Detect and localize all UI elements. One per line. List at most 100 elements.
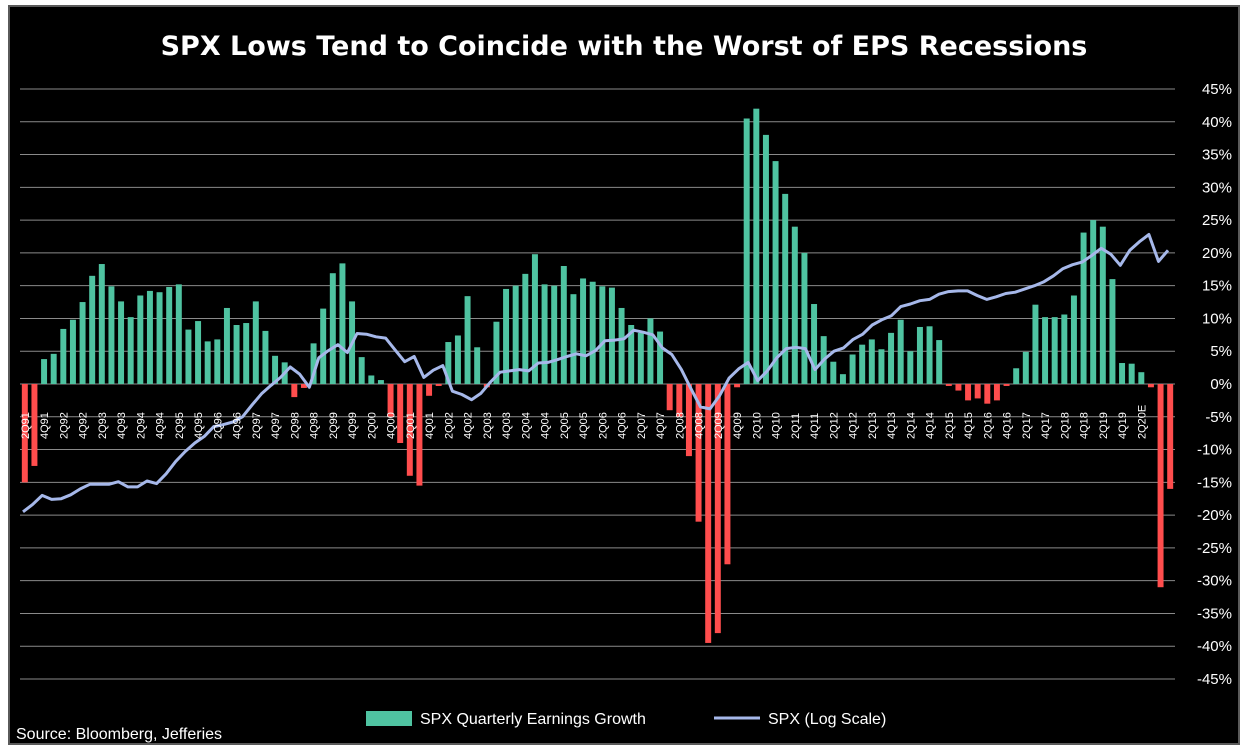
y-tick-label: 5% [1210, 343, 1232, 360]
bar [849, 354, 856, 384]
bar [1013, 368, 1020, 384]
x-tick-label: 4Q17 [1040, 412, 1052, 439]
bar [791, 226, 798, 384]
bar [945, 384, 952, 386]
bar [175, 284, 182, 384]
x-tick-label: 2Q93 [97, 412, 109, 439]
x-tick-label: 4Q18 [1079, 412, 1091, 439]
bar [474, 347, 481, 384]
bar [830, 361, 837, 384]
x-tick-label: 4Q15 [963, 412, 975, 439]
bar [878, 349, 885, 384]
bar [339, 263, 346, 384]
bar [406, 384, 413, 476]
bar [570, 294, 577, 384]
bar [1022, 351, 1029, 384]
x-tick-label: 4Q93 [116, 412, 128, 439]
x-tick-label: 4Q13 [886, 412, 898, 439]
bar [223, 307, 230, 384]
y-tick-label: 25% [1202, 212, 1232, 229]
x-tick-label: 2Q17 [1021, 412, 1033, 439]
x-tick-label: 2Q16 [982, 412, 994, 439]
bar [1061, 314, 1068, 384]
x-tick-label: 4Q96 [232, 412, 244, 439]
x-tick-label: 2Q13 [867, 412, 879, 439]
bar [1119, 363, 1126, 384]
x-tick-label: 4Q11 [809, 413, 821, 439]
bar [368, 375, 375, 384]
x-tick-label: 2Q98 [289, 412, 301, 439]
y-tick-label: 20% [1202, 245, 1232, 262]
bar [156, 292, 163, 384]
bar [262, 330, 269, 384]
x-tick-label: 4Q92 [78, 412, 90, 439]
bar [522, 273, 529, 384]
x-tick-label: 2Q99 [328, 412, 340, 439]
x-tick-label: 2Q02 [443, 412, 455, 439]
x-tick-label: 2Q15 [944, 412, 956, 439]
bar [454, 335, 461, 384]
x-tick-label: 4Q19 [1117, 412, 1129, 439]
bar [137, 295, 144, 384]
bar [166, 286, 173, 384]
x-tick-label: 4Q94 [155, 412, 167, 439]
bar [31, 384, 38, 466]
x-tick-label: 4Q04 [540, 412, 552, 439]
x-tick-label: 4Q07 [655, 412, 667, 439]
bar [734, 384, 741, 388]
bar [753, 108, 760, 385]
bar [589, 281, 596, 384]
bar [60, 328, 67, 384]
spx-line [22, 233, 1170, 513]
x-tick-label: 2Q06 [597, 412, 609, 439]
x-tick-label: 4Q05 [578, 412, 590, 439]
bar [21, 384, 28, 483]
bar [637, 332, 644, 384]
bar [1109, 279, 1116, 384]
x-tick-label: 4Q14 [925, 412, 937, 439]
bar [300, 384, 307, 388]
x-tick-label: 2Q18 [1059, 412, 1071, 439]
x-tick-label: 4Q03 [501, 412, 513, 439]
x-tick-label: 4Q00 [386, 412, 398, 439]
chart-canvas: SPX Lows Tend to Coincide with the Worst… [16, 31, 1232, 743]
x-tick-label: 4Q06 [617, 412, 629, 439]
x-tick-label: 2Q00 [366, 412, 378, 439]
y-tick-label: -45% [1197, 671, 1232, 688]
bar [868, 339, 875, 384]
bar [1070, 295, 1077, 384]
bar [705, 384, 712, 643]
x-tick-label: 2Q92 [58, 412, 70, 439]
y-tick-label: 15% [1202, 278, 1232, 295]
bar [955, 384, 962, 391]
y-axis-tick-labels: 45% 40% 35% 30% 25% 20% 15% 10% 5% 0% -5% -10% -15% -… [1197, 81, 1232, 688]
bar [310, 343, 317, 384]
bar [1080, 232, 1087, 384]
bar [743, 118, 750, 384]
bar [926, 326, 933, 384]
y-tick-label: -30% [1197, 573, 1232, 590]
x-tick-label: 2Q04 [520, 412, 532, 439]
gridlines [20, 88, 1175, 680]
bar [782, 193, 789, 384]
bar [272, 355, 279, 384]
y-tick-label: 10% [1202, 310, 1232, 327]
legend-label-line: SPX (Log Scale) [768, 711, 886, 728]
bar [599, 286, 606, 384]
x-tick-label: 4Q16 [1002, 412, 1014, 439]
bar [426, 384, 433, 396]
earnings-growth-bars [21, 108, 1174, 643]
bar [647, 318, 654, 384]
bar [580, 278, 587, 384]
bar [1167, 384, 1174, 489]
bar [859, 344, 866, 384]
bar [714, 384, 721, 634]
bar [936, 340, 943, 384]
bar [1147, 384, 1154, 388]
bar [358, 357, 365, 384]
y-tick-label: -15% [1197, 474, 1232, 491]
bar [811, 304, 818, 384]
legend-label-bars: SPX Quarterly Earnings Growth [420, 711, 646, 728]
bar [1003, 384, 1010, 386]
y-tick-label: -20% [1197, 507, 1232, 524]
